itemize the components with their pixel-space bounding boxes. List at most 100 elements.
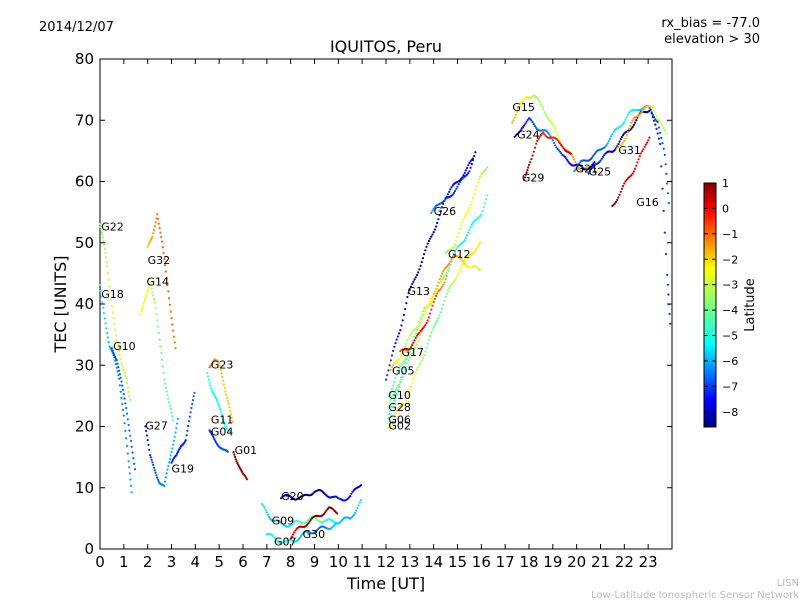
watermark-line2: Low-Latitude Ionospheric Sensor Network xyxy=(591,590,799,600)
data-point xyxy=(469,204,472,207)
data-point xyxy=(525,120,528,123)
data-point xyxy=(613,202,616,205)
data-point xyxy=(479,175,482,178)
series-label: G28 xyxy=(388,401,411,414)
data-point xyxy=(525,171,528,174)
data-point xyxy=(263,506,266,509)
data-point xyxy=(222,383,225,386)
y-tick-label: 0 xyxy=(84,540,94,558)
series-label: G10 xyxy=(113,340,136,353)
data-point xyxy=(454,243,457,246)
series-g18 xyxy=(98,283,133,494)
data-point xyxy=(115,359,118,362)
data-point xyxy=(156,217,160,220)
data-point xyxy=(102,312,106,315)
data-point xyxy=(212,359,215,363)
data-point xyxy=(532,150,535,153)
data-point xyxy=(474,151,477,154)
data-point xyxy=(130,491,133,494)
series-g26 xyxy=(430,157,475,214)
data-point xyxy=(226,399,229,403)
data-point xyxy=(623,182,626,185)
data-point xyxy=(465,166,469,170)
data-point xyxy=(660,136,663,139)
colorbar-ticks: 1 0 −1 −2 −3 −4 −5 −6 −7 −8 xyxy=(704,177,738,419)
x-tick-label: 7 xyxy=(262,553,272,571)
data-point xyxy=(154,471,157,474)
data-point xyxy=(476,245,479,248)
series-g30 xyxy=(289,506,339,540)
data-point xyxy=(127,390,130,393)
data-point xyxy=(262,504,265,507)
data-point xyxy=(439,275,442,278)
data-point xyxy=(384,378,388,381)
data-point xyxy=(388,402,391,405)
data-point xyxy=(168,303,171,306)
data-point xyxy=(665,172,668,175)
data-point xyxy=(160,351,163,355)
data-point xyxy=(121,384,124,387)
data-point xyxy=(622,141,625,144)
data-point xyxy=(158,227,161,230)
data-point xyxy=(222,379,225,382)
data-point xyxy=(443,299,446,302)
data-point xyxy=(150,458,153,461)
data-point xyxy=(398,383,401,387)
data-point xyxy=(556,133,559,137)
data-point xyxy=(151,235,154,238)
data-point xyxy=(450,186,453,189)
data-point xyxy=(426,319,429,322)
data-point xyxy=(169,454,172,457)
data-point xyxy=(477,243,480,246)
data-point xyxy=(160,235,163,239)
data-point xyxy=(120,362,123,365)
x-tick-label: 14 xyxy=(424,553,443,571)
data-point xyxy=(437,218,440,221)
data-point xyxy=(419,320,422,323)
data-point xyxy=(573,158,576,161)
data-point xyxy=(461,176,464,179)
data-point xyxy=(463,259,466,262)
data-point xyxy=(469,166,472,169)
data-point xyxy=(667,202,670,205)
data-point xyxy=(664,252,668,256)
data-point xyxy=(146,289,149,292)
data-point xyxy=(622,122,625,125)
data-point xyxy=(616,198,619,201)
data-point xyxy=(603,154,606,157)
data-point xyxy=(356,506,359,510)
data-point xyxy=(462,240,465,243)
data-point xyxy=(630,121,633,124)
data-point xyxy=(454,189,457,193)
data-point xyxy=(460,224,463,227)
data-point xyxy=(606,142,609,145)
data-point xyxy=(105,260,108,263)
data-point xyxy=(121,388,125,391)
data-point xyxy=(145,292,148,295)
data-point xyxy=(485,198,488,201)
data-point xyxy=(394,342,397,345)
data-point xyxy=(420,261,423,264)
data-point xyxy=(426,342,429,345)
data-point xyxy=(191,399,194,402)
data-point xyxy=(654,123,657,126)
data-point xyxy=(435,321,438,324)
data-point xyxy=(358,501,361,504)
x-tick-label: 2 xyxy=(143,553,153,571)
data-point xyxy=(433,228,436,231)
data-point xyxy=(463,216,466,219)
y-tick-label: 40 xyxy=(75,295,94,313)
data-point xyxy=(157,480,160,483)
series-label: G29 xyxy=(522,172,545,185)
data-point xyxy=(392,349,395,352)
data-point xyxy=(413,347,416,350)
series-layer xyxy=(98,94,672,545)
data-point xyxy=(614,200,618,203)
data-point xyxy=(423,354,426,357)
data-point xyxy=(450,283,453,286)
data-point xyxy=(414,371,417,374)
data-point xyxy=(467,209,470,212)
data-point xyxy=(390,354,394,357)
data-point xyxy=(427,302,430,305)
data-point xyxy=(460,177,463,181)
